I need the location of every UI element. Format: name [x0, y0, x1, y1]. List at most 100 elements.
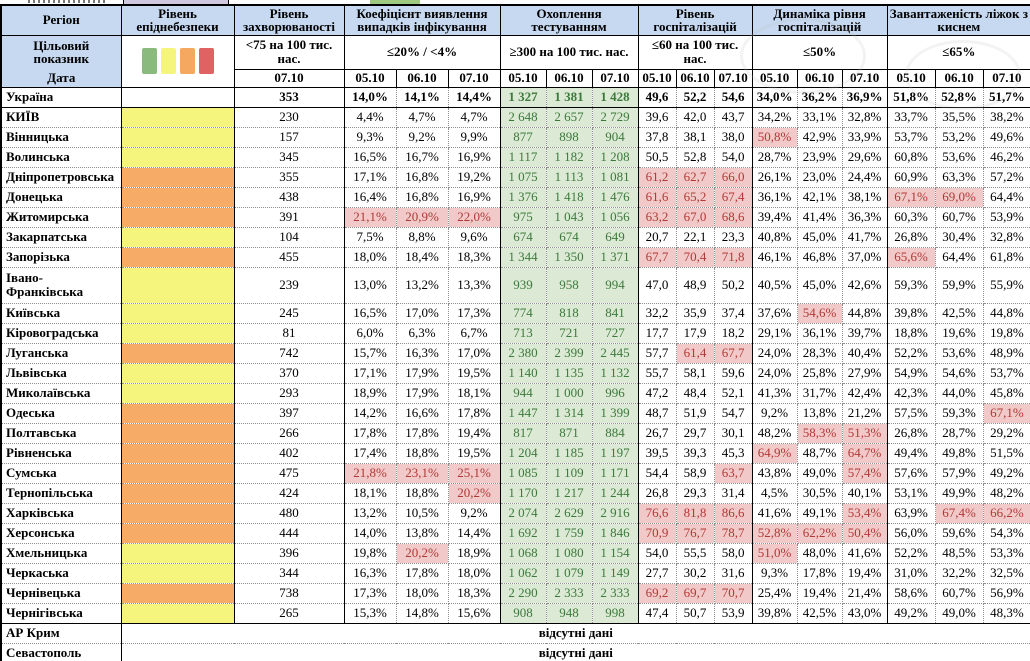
test-value: 1 381	[546, 87, 593, 108]
table-row: Черкаська 344 16,3% 17,8% 18,0% 1 062 1 079 1 1…	[1, 563, 1030, 584]
hosp-value: 58,9	[676, 463, 715, 484]
bed-value: 51,7%	[983, 87, 1030, 108]
bed-value: 58,6%	[887, 583, 936, 604]
det-value: 13,8%	[396, 523, 449, 544]
det-value: 18,8%	[396, 443, 449, 464]
test-value: 1 056	[592, 207, 639, 228]
region-name: Житомирська	[1, 207, 122, 228]
region-name: Україна	[1, 87, 122, 108]
test-value: 908	[500, 603, 547, 624]
bed-value: 39,8%	[887, 303, 936, 324]
bed-value: 48,2%	[983, 483, 1030, 504]
bed-value: 57,6%	[887, 463, 936, 484]
det-value: 18,0%	[396, 583, 449, 604]
hosp-value: 30,2	[676, 563, 715, 584]
det-value: 9,6%	[448, 227, 501, 248]
dyn-value: 23,9%	[797, 147, 843, 168]
bed-value: 31,0%	[887, 563, 936, 584]
dyn-value: 40,8%	[752, 227, 798, 248]
det-value: 17,9%	[396, 363, 449, 384]
bed-value: 61,8%	[983, 247, 1030, 268]
danger-level-cell	[121, 167, 235, 188]
dyn-value: 41,7%	[842, 227, 888, 248]
bed-value: 26,8%	[887, 227, 936, 248]
bed-value: 54,9%	[887, 363, 936, 384]
bed-value: 59,3%	[935, 403, 984, 424]
bed-value: 59,9%	[935, 267, 984, 304]
dyn-value: 31,7%	[797, 383, 843, 404]
dyn-value: 42,9%	[797, 127, 843, 148]
date-cell: 07.10	[841, 68, 888, 88]
incidence-value: 104	[234, 227, 345, 248]
det-value: 16,9%	[448, 147, 501, 168]
det-value: 16,6%	[396, 403, 449, 424]
table-row: Вінницька 157 9,3% 9,2% 9,9% 877 898 904 37,8 38,…	[1, 127, 1030, 148]
dyn-value: 46,8%	[797, 247, 843, 268]
bed-value: 19,6%	[935, 323, 984, 344]
date-cell: 06.10	[545, 68, 593, 88]
test-value: 1 314	[546, 403, 593, 424]
det-value: 17,8%	[448, 403, 501, 424]
header-hospitalization: Рівень госпіталізацій	[637, 4, 753, 36]
date-cell: 05.10	[499, 68, 547, 88]
danger-swatch-orange	[179, 48, 195, 74]
det-value: 17,8%	[396, 423, 449, 444]
det-value: 13,0%	[344, 267, 397, 304]
table-row: Тернопільська 424 18,1% 18,8% 20,2% 1 170 1 21…	[1, 483, 1030, 504]
hosp-value: 50,2	[714, 267, 753, 304]
bed-value: 48,3%	[983, 603, 1030, 624]
incidence-value: 396	[234, 543, 345, 564]
det-value: 15,3%	[344, 603, 397, 624]
dyn-value: 26,1%	[752, 167, 798, 188]
bed-value: 32,8%	[983, 227, 1030, 248]
incidence-value: 397	[234, 403, 345, 424]
hosp-value: 78,7	[714, 523, 753, 544]
dyn-value: 42,1%	[797, 187, 843, 208]
test-value: 713	[500, 323, 547, 344]
table-row: Івано-Франківська 239 13,0% 13,2% 13,3% 939 95…	[1, 267, 1030, 304]
table-row: Херсонська 444 14,0% 13,8% 14,4% 1 692 1 759 1 …	[1, 523, 1030, 544]
region-name: Черкаська	[1, 563, 122, 584]
bed-value: 44,0%	[935, 383, 984, 404]
dyn-value: 39,7%	[842, 323, 888, 344]
danger-level-cell	[121, 227, 235, 248]
dyn-value: 39,4%	[752, 207, 798, 228]
dyn-value: 45,0%	[797, 227, 843, 248]
bed-value: 54,6%	[935, 363, 984, 384]
danger-swatch-green	[141, 48, 157, 74]
dyn-value: 38,1%	[842, 187, 888, 208]
danger-level-cell	[121, 87, 235, 108]
target-testing: ≥300 на 100 тис. нас.	[499, 34, 639, 70]
det-value: 14,2%	[344, 403, 397, 424]
bed-value: 48,5%	[935, 543, 984, 564]
hosp-value: 26,7	[638, 423, 677, 444]
region-name: Вінницька	[1, 127, 122, 148]
dyn-value: 37,0%	[842, 247, 888, 268]
region-name: Тернопільська	[1, 483, 122, 504]
cropped-cell-fragment-green	[370, 0, 420, 4]
det-value: 19,5%	[448, 363, 501, 384]
det-value: 18,3%	[448, 247, 501, 268]
test-value: 2 074	[500, 503, 547, 524]
hosp-value: 62,7	[676, 167, 715, 188]
dyn-value: 64,9%	[752, 443, 798, 464]
header-incidence: Рівень захворюваності	[233, 4, 345, 36]
bed-value: 60,3%	[887, 207, 936, 228]
test-value: 2 445	[592, 343, 639, 364]
bed-value: 38,2%	[983, 107, 1030, 128]
table-row: Донецька 438 16,4% 16,8% 16,9% 1 376 1 418 1 47…	[1, 187, 1030, 208]
table-row: Кіровоградська 81 6,0% 6,3% 6,7% 713 721 727 17,…	[1, 323, 1030, 344]
table-header: Регіон Рівень епіднебезпеки Рівень захво…	[0, 4, 1030, 88]
det-value: 7,5%	[344, 227, 397, 248]
hosp-value: 65,2	[676, 187, 715, 208]
dyn-value: 64,7%	[842, 443, 888, 464]
header-danger-level: Рівень епіднебезпеки	[120, 4, 235, 36]
header-region: Регіон	[0, 4, 122, 36]
date-cell: 05.10	[751, 68, 798, 88]
test-value: 649	[592, 227, 639, 248]
no-data-row: АР Крим відсутні дані	[1, 623, 1030, 644]
region-name: Закарпатська	[1, 227, 122, 248]
danger-level-cell	[121, 187, 235, 208]
dyn-value: 27,9%	[842, 363, 888, 384]
hosp-value: 67,0	[676, 207, 715, 228]
